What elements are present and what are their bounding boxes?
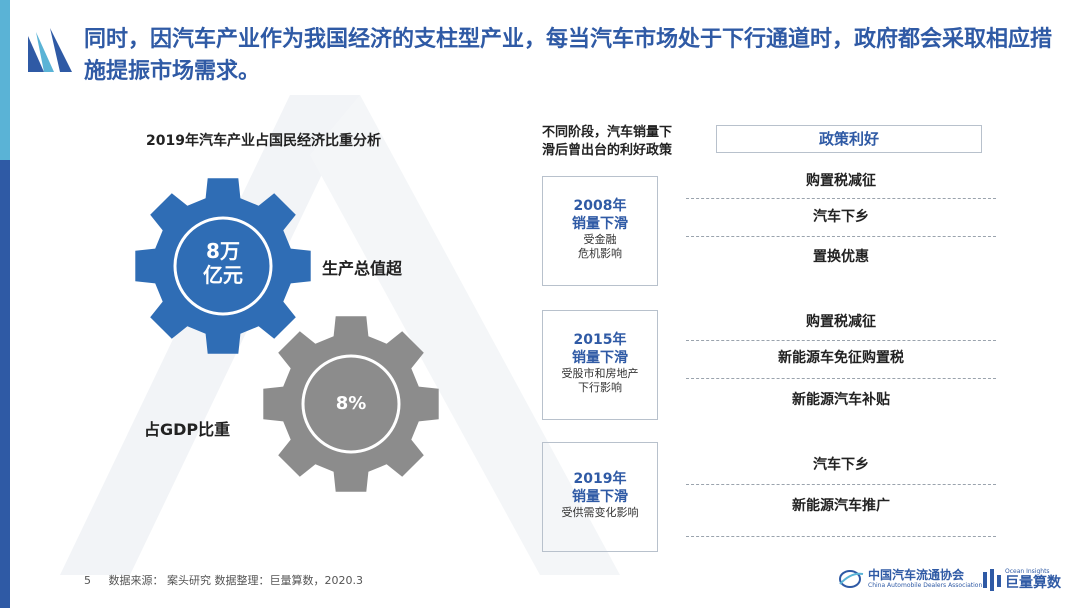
cada-emblem-icon [839, 570, 864, 588]
gear-output-value-line2: 亿元 [203, 263, 243, 287]
divider [686, 198, 996, 199]
policy-item: 置换优惠 [813, 249, 869, 265]
page-headline: 同时，因汽车产业作为我国经济的支柱型产业，每当汽车市场处于下行通道时，政府都会采… [84, 27, 1053, 84]
gear-gdp-value: 8% [335, 393, 367, 414]
policy-item: 汽车下乡 [813, 209, 869, 225]
period-drop: 销量下滑 [572, 489, 628, 505]
gear-gdp: 8% [260, 313, 442, 495]
ocean-emblem-icon [983, 568, 1001, 591]
policy-header: 不同阶段，汽车销量下 滑后曾出台的利好政策 [542, 124, 712, 160]
chart-title: 2019年汽车产业占国民经济比重分析 [146, 133, 381, 149]
period-cause-line2: 危机影响 [578, 247, 622, 260]
gear-blue-icon [135, 178, 311, 354]
period-year: 2015年 [573, 332, 627, 348]
cada-name-cn: 中国汽车流通协会 [868, 568, 965, 582]
period-year: 2019年 [573, 471, 627, 487]
ocean-name-en: Ocean Insights [1005, 568, 1050, 575]
period-cause-line2: 下行影响 [578, 381, 622, 394]
policy-item: 汽车下乡 [813, 457, 869, 473]
gear-output: 8万 亿元 [132, 175, 314, 357]
period-2015: 2015年 销量下滑 受股市和房地产 下行影响 [542, 310, 658, 420]
period-2019: 2019年 销量下滑 受供需变化影响 [542, 442, 658, 552]
divider [686, 536, 996, 537]
policy-box: 政策利好 [716, 125, 982, 153]
policy-header-line1: 不同阶段，汽车销量下 [542, 125, 673, 140]
brand-logo-icon [28, 28, 72, 72]
divider [686, 378, 996, 379]
accent-bar-bottom [0, 160, 10, 608]
period-cause-line1: 受股市和房地产 [561, 367, 639, 380]
gear-gray-icon [263, 316, 439, 492]
accent-bar-top [0, 0, 10, 160]
policy-header-line2: 滑后曾出台的利好政策 [542, 143, 673, 158]
policy-item: 新能源汽车补贴 [792, 392, 890, 408]
policy-item: 新能源汽车推广 [792, 498, 890, 514]
gear-output-value-line1: 8万 [206, 239, 240, 263]
source-note: 数据来源： 案头研究 数据整理：巨量算数，2020.3 [108, 574, 363, 587]
period-drop: 销量下滑 [572, 350, 628, 366]
divider [686, 340, 996, 341]
ocean-logo: Ocean Insights 巨量算数 [982, 568, 1061, 591]
period-2008: 2008年 销量下滑 受金融 危机影响 [542, 176, 658, 286]
page-number: 5 [84, 574, 91, 587]
period-cause-line1: 受供需变化影响 [561, 506, 639, 519]
ocean-name-cn: 巨量算数 [1005, 575, 1061, 591]
gear-body [263, 316, 439, 492]
cada-logo: 中国汽车流通协会 China Automobile Dealers Associ… [838, 568, 982, 590]
policy-item: 新能源车免征购置税 [778, 350, 904, 366]
gear-gdp-label: 占GDP比重 [144, 420, 231, 439]
period-cause-line1: 受金融 [583, 233, 617, 246]
period-year: 2008年 [573, 198, 627, 214]
divider [686, 484, 996, 485]
policy-item: 购置税减征 [806, 314, 876, 330]
footer: 5 数据来源： 案头研究 数据整理：巨量算数，2020.3 [84, 572, 363, 588]
cada-name-en: China Automobile Dealers Association [868, 582, 983, 589]
gear-output-label: 生产总值超 [322, 259, 403, 278]
gear-body [135, 178, 311, 354]
period-drop: 销量下滑 [572, 216, 628, 232]
policy-item: 购置税减征 [806, 173, 876, 189]
divider [686, 236, 996, 237]
